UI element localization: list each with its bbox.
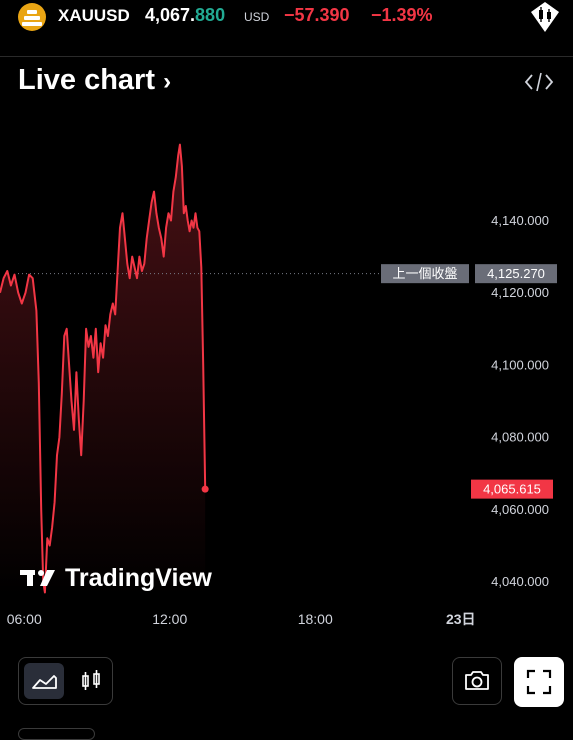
- last-price-badge: 4,065.615: [471, 479, 553, 499]
- x-tick-label: 18:00: [298, 611, 333, 627]
- price-chart[interactable]: 4,140.000 4,120.000 4,100.000 4,080.000 4,06…: [0, 100, 573, 640]
- previous-close-badge: 上一個收盤: [381, 264, 469, 284]
- tradingview-logo-icon: [20, 570, 55, 586]
- previous-close-label: 上一個收盤: [392, 267, 457, 282]
- price-line: [0, 143, 207, 594]
- screenshot-button[interactable]: [452, 657, 502, 705]
- currency-label: USD: [244, 10, 270, 24]
- y-tick-label: 4,100.000: [491, 357, 549, 372]
- live-chart-link[interactable]: Live chart ›: [18, 64, 171, 97]
- y-tick-label: 4,140.000: [491, 213, 549, 228]
- section-title: Live chart: [18, 64, 155, 96]
- area-chart-icon: [32, 675, 57, 689]
- candlestick-badge-icon[interactable]: [528, 0, 562, 34]
- area-chart-button[interactable]: [24, 663, 64, 699]
- chart-type-group: [18, 657, 113, 705]
- gold-bars-icon: [18, 3, 46, 31]
- y-tick-label: 4,080.000: [491, 430, 549, 445]
- watermark-text: TradingView: [65, 564, 212, 592]
- x-axis: 06:00 12:00 18:00 23日: [7, 611, 476, 627]
- x-tick-label: 23日: [446, 611, 476, 627]
- price-main: 4,067.: [145, 5, 196, 25]
- price-change: −57.390: [284, 5, 350, 25]
- y-tick-label: 4,040.000: [491, 574, 549, 589]
- y-tick-label: 4,060.000: [491, 502, 549, 517]
- fullscreen-icon: [526, 669, 552, 695]
- tradingview-watermark: TradingView: [20, 564, 212, 592]
- previous-close-value-badge: 4,125.270: [475, 264, 557, 284]
- chevron-right-icon: ›: [163, 68, 172, 95]
- price-area-fill: [0, 144, 206, 595]
- last-price-dot: [201, 485, 209, 493]
- fullscreen-button[interactable]: [514, 657, 564, 707]
- symbol-name[interactable]: XAUUSD: [58, 6, 130, 25]
- price-decimal: 880: [195, 5, 226, 25]
- last-price-value: 4,065.615: [483, 482, 541, 497]
- camera-icon: [465, 671, 489, 690]
- y-tick-label: 4,120.000: [491, 285, 549, 300]
- previous-close-value: 4,125.270: [487, 266, 545, 281]
- x-tick-label: 12:00: [152, 611, 187, 627]
- bottom-panel-edge: [18, 728, 95, 740]
- code-brackets-icon[interactable]: [524, 70, 554, 94]
- price-change-percent: −1.39%: [371, 5, 433, 25]
- candlestick-chart-button[interactable]: [71, 663, 111, 699]
- last-price: 4,067.880: [145, 5, 225, 26]
- x-tick-label: 06:00: [7, 611, 42, 627]
- candlestick-icon: [82, 670, 100, 690]
- quote-header: XAUUSD 4,067.880 USD −57.390 −1.39%: [0, 0, 573, 57]
- y-axis: 4,140.000 4,120.000 4,100.000 4,080.000 4,06…: [491, 213, 549, 589]
